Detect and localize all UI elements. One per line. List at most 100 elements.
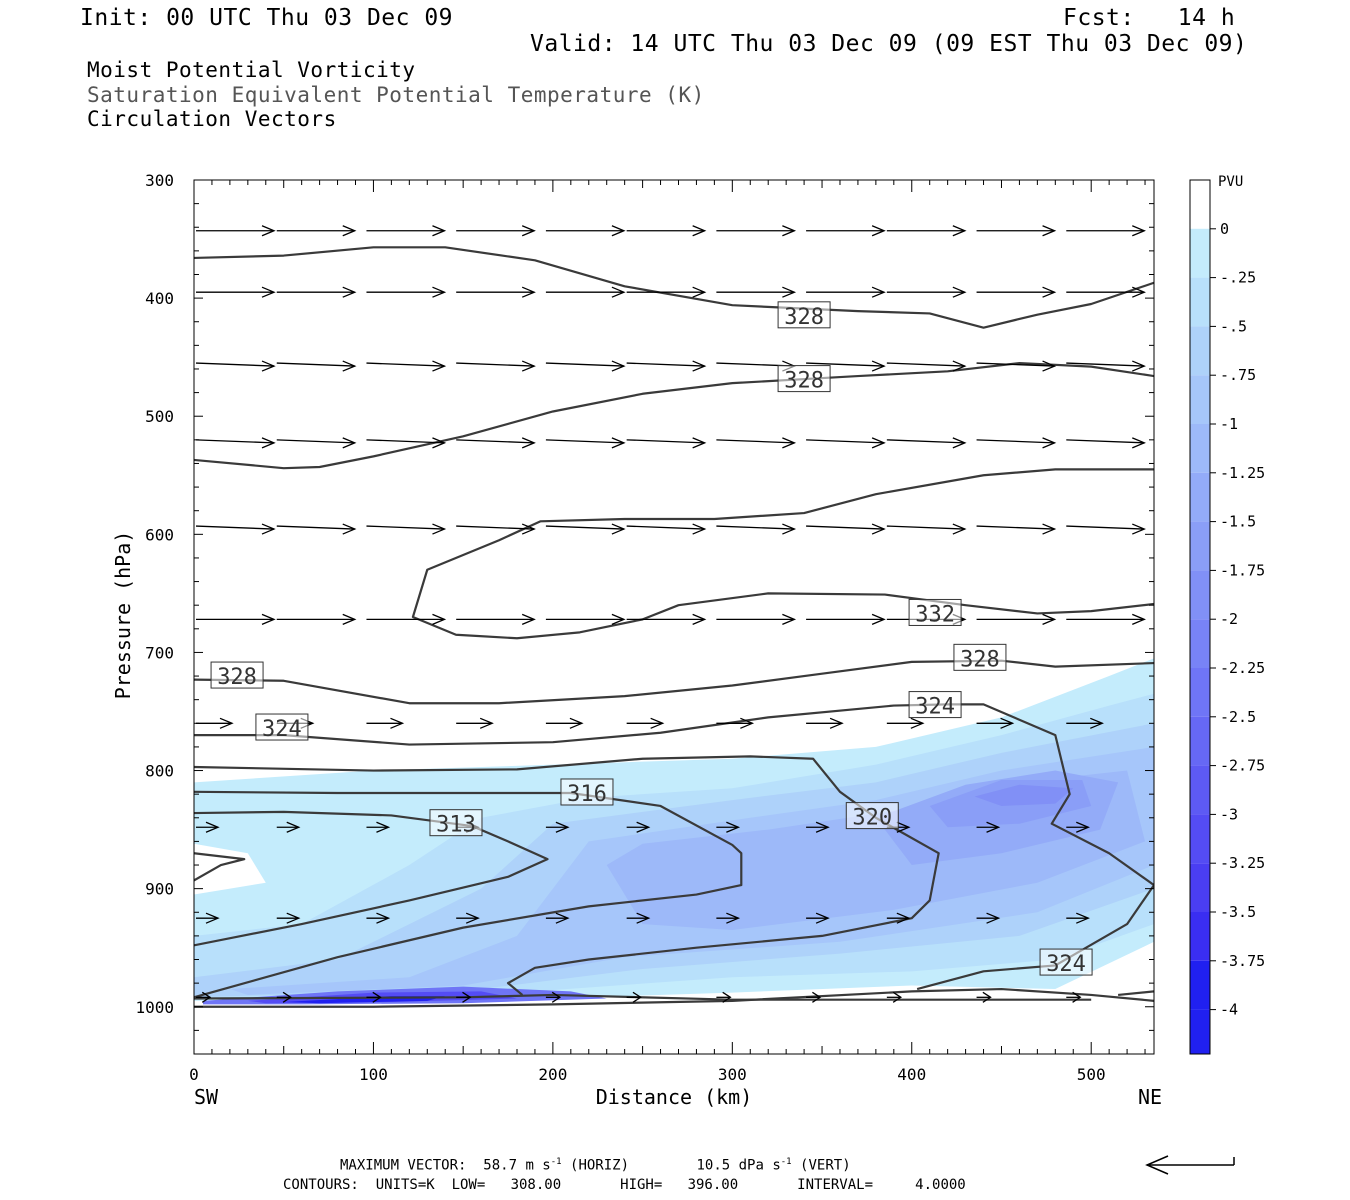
theta-contour-line <box>194 361 1154 470</box>
circulation-vector <box>366 286 447 298</box>
circulation-vector <box>976 912 1001 924</box>
circulation-vector <box>626 286 707 298</box>
colorbar-swatch <box>1190 1009 1210 1054</box>
circulation-vector <box>196 821 220 833</box>
contour-label-box <box>1039 948 1093 976</box>
circulation-vector <box>276 225 357 237</box>
circulation-vector <box>886 912 911 924</box>
circulation-vector <box>626 991 642 1003</box>
circulation-vector <box>545 613 626 625</box>
contour-label: 328 <box>784 305 824 330</box>
max-vector-vert-value: 10.5 dPa s <box>696 1157 781 1174</box>
colorbar-frame <box>1189 179 1211 1055</box>
contour-label: 328 <box>217 665 257 690</box>
colorbar-swatch <box>1190 521 1210 571</box>
circulation-vector <box>886 437 967 449</box>
colorbar-swatch <box>1190 619 1210 668</box>
circulation-vector <box>196 286 276 298</box>
y-tick-label: 500 <box>145 407 174 426</box>
contour-label-box <box>429 809 483 837</box>
circulation-vector <box>1066 437 1146 449</box>
y-tick-label: 700 <box>145 643 174 662</box>
circulation-vector <box>1066 286 1146 298</box>
circulation-vector <box>1066 360 1146 372</box>
circulation-vector <box>976 225 1057 237</box>
circulation-vector <box>1066 821 1090 833</box>
circulation-vector <box>976 991 992 1003</box>
circulation-vector <box>276 613 357 625</box>
circulation-vector <box>456 991 472 1003</box>
max-vector-horiz-value: 58.7 m s <box>483 1157 551 1174</box>
circulation-vector <box>716 437 797 449</box>
circulation-vector <box>886 360 967 372</box>
y-tick-label: 300 <box>145 171 174 190</box>
circulation-vector <box>716 225 797 237</box>
circulation-vector <box>976 286 1057 298</box>
circulation-vector <box>806 360 886 372</box>
circulation-vector <box>456 286 536 298</box>
colorbar-tick-label: -.5 <box>1220 317 1247 335</box>
max-vector-horiz-tag: (HORIZ) <box>570 1157 630 1174</box>
circulation-vector <box>366 821 391 833</box>
y-tick-label: 600 <box>145 525 174 544</box>
circulation-vector <box>456 523 536 535</box>
contour-label: 324 <box>262 717 302 742</box>
circulation-vector <box>886 286 967 298</box>
circulation-vector <box>456 717 494 729</box>
forecast-hour: Fcst: 14 h <box>1063 5 1236 31</box>
circulation-vector <box>456 613 536 625</box>
theta-contour-line <box>194 810 549 947</box>
colorbar-tick-label: 0 <box>1220 220 1229 238</box>
circulation-vector <box>196 613 276 625</box>
contour-info-line: CONTOURS: UNITS=K LOW= 308.00 HIGH= 396.… <box>283 1177 966 1193</box>
colorbar-swatch <box>1190 570 1210 620</box>
circulation-vector <box>716 613 797 625</box>
circulation-vector <box>366 991 382 1003</box>
circulation-vector <box>806 225 886 237</box>
circulation-vector <box>806 821 830 833</box>
circulation-vector <box>976 613 1057 625</box>
circulation-vector <box>276 360 357 372</box>
contour-label: 324 <box>915 695 955 720</box>
colorbar-swatch <box>1190 180 1210 229</box>
x-end-label-ne: NE <box>1138 1085 1162 1109</box>
circulation-vector <box>545 912 570 924</box>
colorbar-tick-label: -1.5 <box>1220 513 1256 531</box>
colorbar-swatch <box>1190 424 1210 473</box>
circulation-vector <box>626 613 707 625</box>
field-title-mpv: Moist Potential Vorticity <box>87 58 416 82</box>
circulation-vector <box>545 286 626 298</box>
circulation-vector <box>1066 613 1146 625</box>
y-tick-label: 900 <box>145 880 174 899</box>
circulation-vector <box>626 717 665 729</box>
init-time: Init: 00 UTC Thu 03 Dec 09 <box>80 5 454 31</box>
colorbar-tick-label: -2.75 <box>1220 757 1265 775</box>
y-tick-label: 800 <box>145 762 174 781</box>
theta-contour-line <box>194 659 1154 705</box>
colorbar-tick-label: -.25 <box>1220 269 1256 287</box>
colorbar-swatch <box>1190 912 1210 961</box>
contour-label-box <box>908 691 962 719</box>
circulation-vector <box>976 821 1001 833</box>
plot-frame <box>193 179 1155 1055</box>
contour-label-box <box>777 301 831 329</box>
valid-time: Valid: 14 UTC Thu 03 Dec 09 (09 EST Thu … <box>530 31 1248 57</box>
circulation-vector <box>276 912 301 924</box>
circulation-vector <box>196 717 234 729</box>
circulation-vector <box>716 821 741 833</box>
circulation-vector <box>545 523 626 535</box>
circulation-vector <box>976 437 1057 449</box>
theta-contour-line <box>194 246 1154 329</box>
circulation-vector <box>195 360 276 372</box>
circulation-vector <box>276 991 292 1003</box>
circulation-vector <box>976 523 1057 535</box>
contour-label-box <box>908 598 962 626</box>
circulation-vector <box>626 360 707 372</box>
circulation-vector <box>366 717 405 729</box>
colorbar-tick-label: -.75 <box>1220 366 1256 384</box>
circulation-vector <box>366 225 447 237</box>
circulation-vector <box>886 523 967 535</box>
max-vector-horiz-exponent: -1 <box>550 1157 562 1167</box>
colorbar-swatch <box>1190 472 1210 522</box>
